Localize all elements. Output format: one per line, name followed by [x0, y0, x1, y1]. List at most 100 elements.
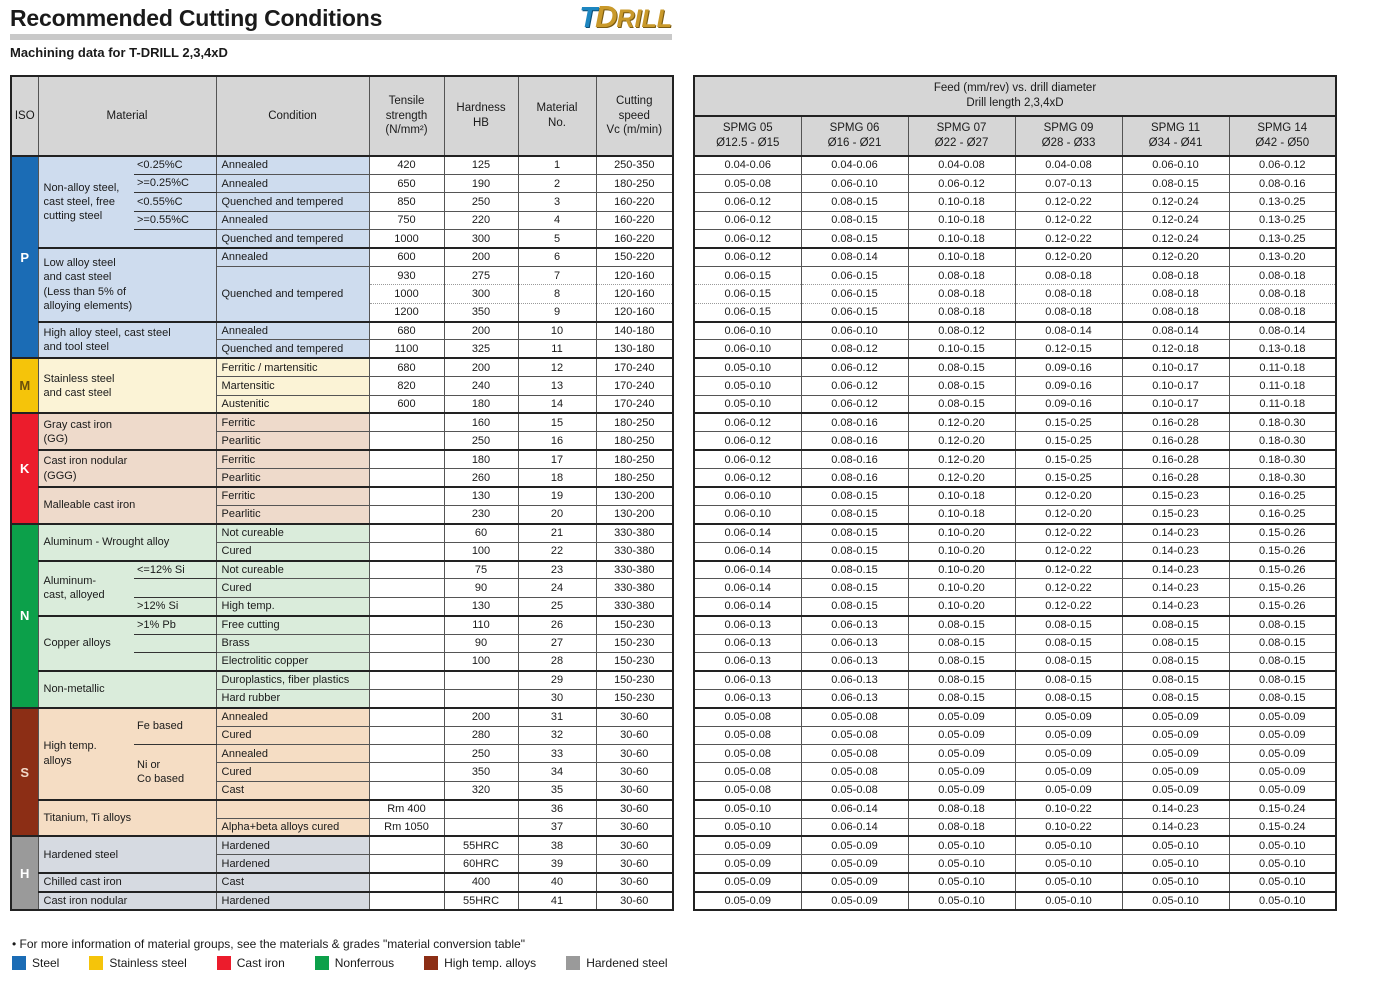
feed-cell: 0.05-0.09	[1014, 762, 1122, 782]
feed-cell: 0.05-0.09	[1121, 743, 1229, 763]
feed-cell: 0.08-0.15	[1228, 688, 1336, 708]
feed-cell: 0.15-0.26	[1228, 559, 1336, 579]
feed-cell: 0.14-0.23	[1121, 596, 1229, 616]
insert-size-header: SPMG 09 Ø28 - Ø33	[1014, 115, 1122, 157]
feed-cell: 0.16-0.25	[1228, 486, 1336, 506]
feed-cell: 0.13-0.25	[1228, 210, 1336, 230]
cutting-speed-cell: 120-160	[595, 265, 673, 285]
feed-cell: 0.08-0.15	[907, 614, 1015, 635]
tensile-strength-cell: 680	[368, 357, 444, 377]
iso-group-label: N	[10, 522, 38, 708]
tensile-strength-cell: 930	[368, 265, 444, 285]
feed-cell: 0.15-0.26	[1228, 541, 1336, 561]
tensile-strength-cell: 1200	[368, 302, 444, 322]
material-name: High alloy steel, cast steel and tool st…	[37, 320, 216, 359]
feed-cell: 0.12-0.24	[1121, 192, 1229, 212]
feed-cell: 0.05-0.10	[1121, 890, 1229, 911]
material-no-cell: 26	[517, 614, 596, 635]
material-no-cell: 27	[517, 633, 596, 653]
feed-cell: 0.05-0.09	[907, 706, 1015, 727]
feed-cell: 0.09-0.16	[1014, 357, 1122, 377]
hardness-cell: 90	[443, 578, 518, 598]
feed-cell: 0.08-0.18	[907, 798, 1015, 819]
feed-cell: 0.05-0.09	[800, 835, 908, 855]
feed-cell: 0.06-0.12	[693, 412, 801, 432]
feed-cell: 0.08-0.12	[907, 320, 1015, 340]
feed-cell: 0.14-0.23	[1121, 798, 1229, 819]
material-no-cell: 7	[517, 265, 596, 285]
feed-cell: 0.15-0.25	[1014, 468, 1122, 488]
feed-cell: 0.10-0.20	[907, 559, 1015, 579]
hardness-cell: 260	[443, 468, 518, 488]
feed-cell: 0.06-0.15	[693, 265, 801, 285]
title-rule	[10, 34, 672, 40]
material-no-cell: 9	[517, 302, 596, 322]
tensile-strength-cell: 750	[368, 210, 444, 230]
legend-swatch	[566, 956, 581, 970]
cutting-speed-cell: 30-60	[595, 780, 673, 800]
legend-swatch	[12, 956, 26, 970]
material-no-cell: 1	[517, 154, 596, 175]
feed-cell: 0.05-0.09	[1121, 780, 1229, 800]
hardness-cell: 350	[443, 762, 518, 782]
feed-cell: 0.08-0.14	[1121, 320, 1229, 340]
feed-cell: 0.16-0.28	[1121, 449, 1229, 469]
feed-cell: 0.06-0.13	[800, 652, 908, 671]
feed-cell: 0.08-0.15	[1014, 633, 1122, 653]
feed-cell: 0.09-0.16	[1014, 376, 1122, 396]
hardness-cell: 320	[443, 780, 518, 800]
material-name: Non-metallic	[37, 669, 216, 708]
feed-cell: 0.05-0.09	[1014, 743, 1122, 763]
feed-cell: 0.15-0.24	[1228, 798, 1336, 819]
material-no-cell: 41	[517, 890, 596, 911]
feed-cell: 0.10-0.18	[907, 504, 1015, 524]
material-no-cell: 8	[517, 284, 596, 304]
logo-letter-t: T	[579, 2, 597, 34]
feed-cell: 0.08-0.15	[1121, 614, 1229, 635]
feed-cell: 0.05-0.10	[693, 357, 801, 377]
material-name: High temp. alloys	[37, 706, 134, 800]
machining-grid: ISO Material Condition Tensile strength (N/…	[10, 75, 674, 912]
hardness-cell: 130	[443, 596, 518, 616]
feed-cell: 0.08-0.15	[1121, 633, 1229, 653]
condition-cell: Annealed	[215, 173, 369, 193]
hardness-cell: 350	[443, 302, 518, 322]
condition-cell: Ferritic	[215, 486, 369, 506]
cutting-speed-cell: 30-60	[595, 817, 673, 837]
feed-cell: 0.08-0.15	[1121, 652, 1229, 671]
material-no-cell: 24	[517, 578, 596, 598]
material-no-cell: 19	[517, 486, 596, 506]
cutting-speed-cell: 150-230	[595, 633, 673, 653]
condition-cell: Ferritic / martensitic	[215, 357, 369, 377]
feed-cell: 0.08-0.15	[800, 504, 908, 524]
feed-cell: 0.06-0.12	[800, 376, 908, 396]
feed-cell: 0.12-0.22	[1014, 192, 1122, 212]
feed-cell: 0.06-0.13	[800, 688, 908, 708]
feed-cell: 0.18-0.30	[1228, 412, 1336, 432]
feed-cell: 0.05-0.10	[693, 376, 801, 396]
material-no-cell: 16	[517, 431, 596, 451]
feed-cell: 0.08-0.18	[1121, 265, 1229, 285]
iso-group-label: K	[10, 412, 38, 524]
feed-cell: 0.05-0.10	[1014, 854, 1122, 874]
footer-note: • For more information of material group…	[12, 937, 525, 951]
condition-cell: Annealed	[215, 210, 369, 230]
feed-cell: 0.08-0.15	[800, 578, 908, 598]
insert-size-header: SPMG 14 Ø42 - Ø50	[1228, 115, 1336, 157]
tensile-strength-cell	[368, 890, 444, 911]
legend-label: High temp. alloys	[444, 956, 537, 970]
tensile-strength-cell	[368, 688, 444, 708]
hardness-cell: 90	[443, 633, 518, 653]
feed-cell: 0.08-0.15	[1121, 669, 1229, 690]
feed-cell: 0.08-0.18	[1121, 302, 1229, 322]
feed-cell: 0.05-0.09	[800, 872, 908, 892]
feed-cell: 0.08-0.15	[1014, 614, 1122, 635]
cutting-speed-cell: 170-240	[595, 394, 673, 414]
material-no-cell: 36	[517, 798, 596, 819]
feed-cell: 0.12-0.20	[907, 468, 1015, 488]
feed-cell: 0.08-0.15	[800, 486, 908, 506]
feed-cell: 0.15-0.25	[1014, 412, 1122, 432]
cutting-speed-cell: 130-200	[595, 486, 673, 506]
condition-cell: Hardened	[215, 835, 369, 855]
condition-cell: Cast	[215, 872, 369, 892]
